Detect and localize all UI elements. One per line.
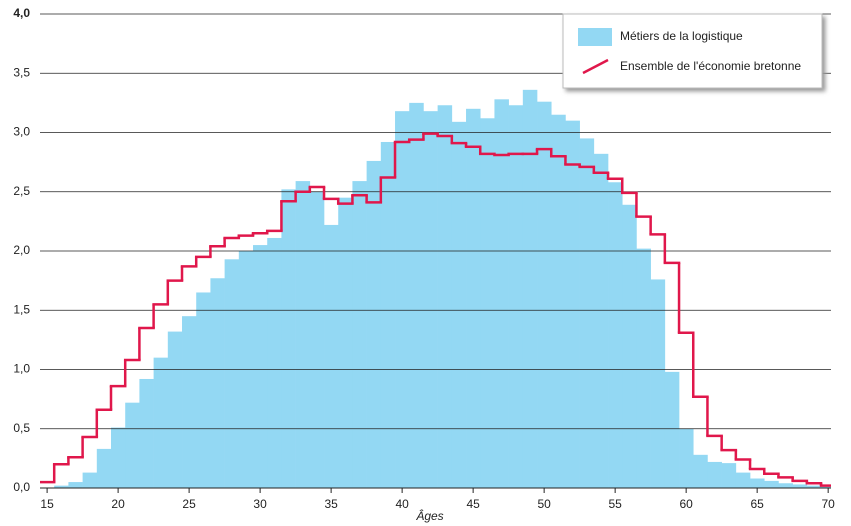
bar: [224, 259, 240, 488]
bar: [167, 331, 183, 488]
bar: [196, 292, 211, 488]
bar: [565, 120, 580, 488]
bar: [437, 105, 453, 488]
bar: [466, 108, 481, 488]
x-axis-label: Âges: [415, 508, 443, 523]
bar: [778, 483, 793, 488]
y-tick-label: 2,5: [13, 184, 30, 198]
bar: [295, 181, 311, 488]
bar: [139, 378, 154, 488]
bar: [679, 428, 694, 488]
bar: [480, 118, 495, 488]
bar: [750, 478, 765, 488]
bar: [395, 111, 410, 488]
bar: [608, 182, 623, 488]
bars: [54, 89, 831, 488]
x-tick-label: 25: [182, 497, 196, 511]
x-tick-label: 35: [324, 497, 338, 511]
bar: [650, 279, 666, 488]
bar: [693, 454, 708, 488]
bar: [267, 237, 282, 488]
x-tick-label: 50: [537, 497, 551, 511]
y-tick-label: 1,5: [13, 302, 30, 316]
x-tick-label: 45: [466, 497, 480, 511]
step-connectors: [52, 133, 823, 486]
legend-label: Ensemble de l'économie bretonne: [620, 59, 801, 73]
bar: [451, 121, 467, 488]
bar: [423, 111, 438, 488]
bar: [494, 99, 509, 488]
legend-box: [562, 13, 823, 89]
y-tick-label: 1,0: [13, 362, 30, 376]
bar: [380, 141, 396, 488]
bar: [182, 316, 197, 488]
bar: [111, 427, 126, 488]
bar: [764, 480, 779, 488]
bar: [806, 485, 822, 488]
bar: [622, 204, 637, 488]
bar: [352, 181, 367, 488]
legend-swatch: [578, 28, 612, 46]
x-tick-label: 15: [40, 497, 54, 511]
bar: [735, 472, 751, 488]
bar: [593, 153, 609, 488]
bar: [522, 89, 538, 488]
bar: [551, 114, 566, 488]
bar: [664, 371, 680, 488]
bar: [721, 463, 737, 488]
x-tick-label: 40: [395, 497, 409, 511]
bar: [82, 472, 98, 488]
bar: [210, 278, 225, 488]
bar: [636, 248, 651, 488]
y-tick-label: 2,0: [13, 243, 30, 257]
bar: [707, 461, 722, 488]
x-tick-label: 20: [111, 497, 125, 511]
bar: [281, 189, 296, 488]
bar: [579, 138, 595, 488]
bar: [821, 486, 831, 488]
x-tick-label: 70: [821, 497, 835, 511]
step-line: [40, 132, 831, 487]
bar: [96, 448, 112, 488]
y-tick-label: 0,0: [13, 480, 30, 494]
bar: [366, 160, 382, 488]
bar: [537, 101, 552, 488]
legend-label: Métiers de la logistique: [620, 29, 743, 43]
bar: [792, 484, 808, 488]
y-tick-label: 4,0: [13, 6, 30, 20]
bar: [54, 485, 69, 488]
x-tick-label: 65: [750, 497, 764, 511]
bar: [68, 482, 83, 488]
y-tick-label: 3,0: [13, 125, 30, 139]
y-tick-label: 3,5: [13, 65, 30, 79]
legend: Métiers de la logistique Ensemble de l'éc…: [562, 13, 823, 89]
bar: [324, 224, 339, 488]
bar: [409, 102, 424, 488]
x-tick-label: 30: [253, 497, 267, 511]
bar: [125, 402, 140, 488]
bar: [309, 191, 325, 488]
bar: [338, 197, 353, 488]
bar: [153, 357, 169, 488]
y-tick-label: 0,5: [13, 421, 30, 435]
bar: [508, 105, 524, 488]
bar: [253, 245, 268, 488]
x-tick-label: 60: [679, 497, 693, 511]
legend-swatch: [582, 58, 609, 75]
x-tick-label: 55: [608, 497, 622, 511]
